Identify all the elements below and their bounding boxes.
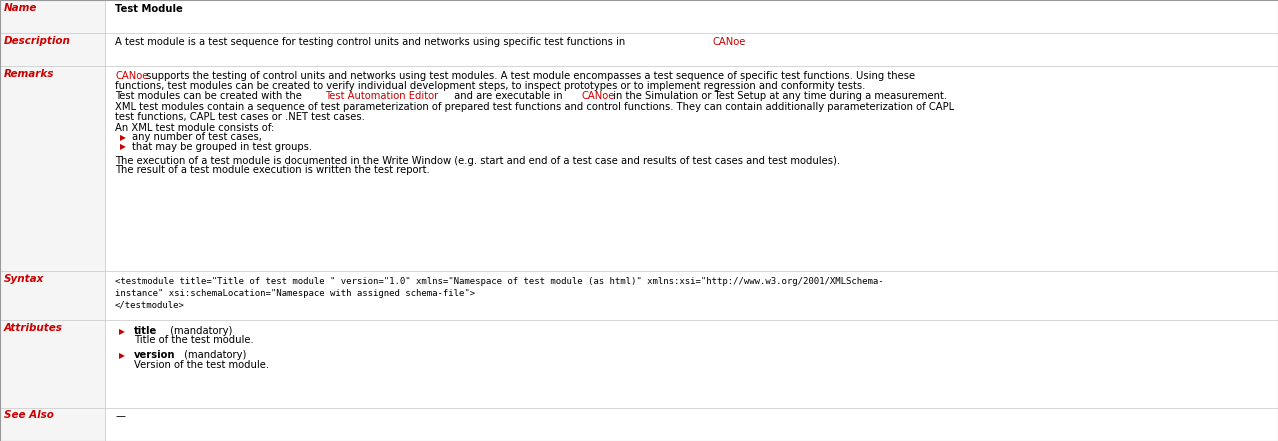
Text: instance" xsi:schemaLocation="Namespace with assigned schema-file">: instance" xsi:schemaLocation="Namespace … <box>115 289 475 298</box>
Text: CANoe: CANoe <box>581 91 615 101</box>
Text: .: . <box>741 37 744 47</box>
Text: A test module is a test sequence for testing control units and networks using sp: A test module is a test sequence for tes… <box>115 37 629 47</box>
Text: XML test modules contain a sequence of test parameterization of prepared test fu: XML test modules contain a sequence of t… <box>115 102 955 112</box>
Text: (mandatory): (mandatory) <box>167 326 233 336</box>
Text: ▶: ▶ <box>119 351 125 360</box>
Text: Attributes: Attributes <box>4 323 63 333</box>
Text: supports the testing of control units and networks using test modules. A test mo: supports the testing of control units an… <box>143 71 915 81</box>
Bar <box>0 0 105 33</box>
Text: ▶: ▶ <box>120 133 127 142</box>
Text: title: title <box>134 326 157 336</box>
Text: The result of a test module execution is written the test report.: The result of a test module execution is… <box>115 165 429 175</box>
Text: (mandatory): (mandatory) <box>180 351 247 360</box>
Text: Remarks: Remarks <box>4 69 54 79</box>
Text: Test Automation Editor: Test Automation Editor <box>326 91 438 101</box>
Text: See Also: See Also <box>4 411 54 420</box>
Text: Version of the test module.: Version of the test module. <box>134 360 270 370</box>
Text: Test Module: Test Module <box>115 4 183 14</box>
Bar <box>105 271 1278 320</box>
Text: in the Simulation or Test Setup at any time during a measurement.: in the Simulation or Test Setup at any t… <box>610 91 947 101</box>
Text: —: — <box>115 411 125 421</box>
Bar <box>0 271 105 320</box>
Text: any number of test cases,: any number of test cases, <box>132 132 262 142</box>
Text: Name: Name <box>4 3 37 13</box>
Text: Title of the test module.: Title of the test module. <box>134 336 254 345</box>
Bar <box>105 320 1278 408</box>
Bar <box>0 66 105 271</box>
Text: that may be grouped in test groups.: that may be grouped in test groups. <box>132 142 312 152</box>
Text: </testmodule>: </testmodule> <box>115 301 185 310</box>
Text: test functions, CAPL test cases or .NET test cases.: test functions, CAPL test cases or .NET … <box>115 112 366 122</box>
Bar <box>0 320 105 408</box>
Text: Test modules can be created with the: Test modules can be created with the <box>115 91 305 101</box>
Bar <box>105 0 1278 33</box>
Text: Description: Description <box>4 36 70 46</box>
Text: <testmodule title="Title of test module " version="1.0" xmlns="Namespace of test: <testmodule title="Title of test module … <box>115 277 883 286</box>
Text: An XML test module consists of:: An XML test module consists of: <box>115 123 275 133</box>
Text: The execution of a test module is documented in the Write Window (e.g. start and: The execution of a test module is docume… <box>115 156 840 166</box>
Text: version: version <box>134 351 175 360</box>
Text: ▶: ▶ <box>119 327 125 336</box>
Bar <box>0 33 105 66</box>
Bar <box>0 408 105 441</box>
Text: Syntax: Syntax <box>4 274 45 284</box>
Text: and are executable in: and are executable in <box>451 91 565 101</box>
Text: functions, test modules can be created to verify individual development steps, t: functions, test modules can be created t… <box>115 81 865 91</box>
Text: CANoe: CANoe <box>115 71 148 81</box>
Bar <box>105 66 1278 271</box>
Bar <box>105 408 1278 441</box>
Text: ▶: ▶ <box>120 142 127 151</box>
Bar <box>105 33 1278 66</box>
Text: CANoe: CANoe <box>712 37 745 47</box>
